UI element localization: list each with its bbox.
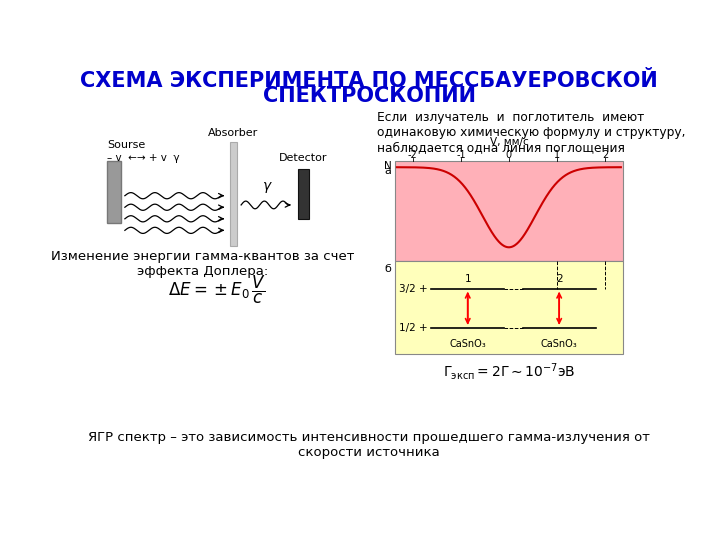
Text: -1: -1: [456, 150, 466, 160]
Text: $\Delta E = \pm E_0\,\dfrac{V}{c}$: $\Delta E = \pm E_0\,\dfrac{V}{c}$: [168, 274, 266, 306]
Text: γ: γ: [263, 179, 271, 193]
Text: 2: 2: [602, 150, 608, 160]
Text: $\Gamma_{\mathsf{эксп}}=2\Gamma \sim 10^{-7}$эВ: $\Gamma_{\mathsf{эксп}}=2\Gamma \sim 10^…: [443, 361, 575, 382]
Text: Detector: Detector: [279, 153, 328, 164]
Text: Изменение энергии гамма-квантов за счет
эффекта Доплера:: Изменение энергии гамма-квантов за счет …: [50, 249, 354, 278]
Text: ЯГР спектр – это зависимость интенсивности прошедшего гамма-излучения от
скорост: ЯГР спектр – это зависимость интенсивнос…: [88, 430, 650, 458]
Text: V, мм/с: V, мм/с: [490, 137, 528, 147]
Text: 1: 1: [464, 274, 471, 284]
Text: б: б: [384, 264, 392, 274]
Bar: [107, 161, 121, 222]
Text: 1: 1: [554, 150, 560, 160]
Text: CaSnO₃: CaSnO₃: [449, 339, 486, 349]
Text: N: N: [384, 161, 392, 171]
Text: Sourse: Sourse: [107, 139, 145, 150]
Text: 2: 2: [556, 274, 562, 284]
Bar: [230, 142, 238, 246]
Text: CaSnO₃: CaSnO₃: [541, 339, 577, 349]
Text: – v  ←→ + v  γ: – v ←→ + v γ: [107, 153, 180, 163]
Bar: [395, 261, 624, 354]
Text: Absorber: Absorber: [208, 128, 258, 138]
Text: 3/2 +: 3/2 +: [399, 284, 428, 294]
Text: Если  излучатель  и  поглотитель  имеют
одинаковую химическую формулу и структур: Если излучатель и поглотитель имеют один…: [377, 111, 685, 154]
Bar: [297, 168, 310, 219]
Text: 1/2 +: 1/2 +: [399, 323, 428, 333]
Text: 0: 0: [506, 150, 512, 160]
Bar: [395, 161, 624, 261]
Text: а: а: [384, 166, 392, 176]
Text: -2: -2: [408, 150, 418, 160]
Text: СХЕМА ЭКСПЕРИМЕНТА ПО МЕССБАУЕРОВСКОЙ: СХЕМА ЭКСПЕРИМЕНТА ПО МЕССБАУЕРОВСКОЙ: [80, 71, 658, 91]
Text: СПЕКТРОСКОПИИ: СПЕКТРОСКОПИИ: [263, 85, 475, 106]
